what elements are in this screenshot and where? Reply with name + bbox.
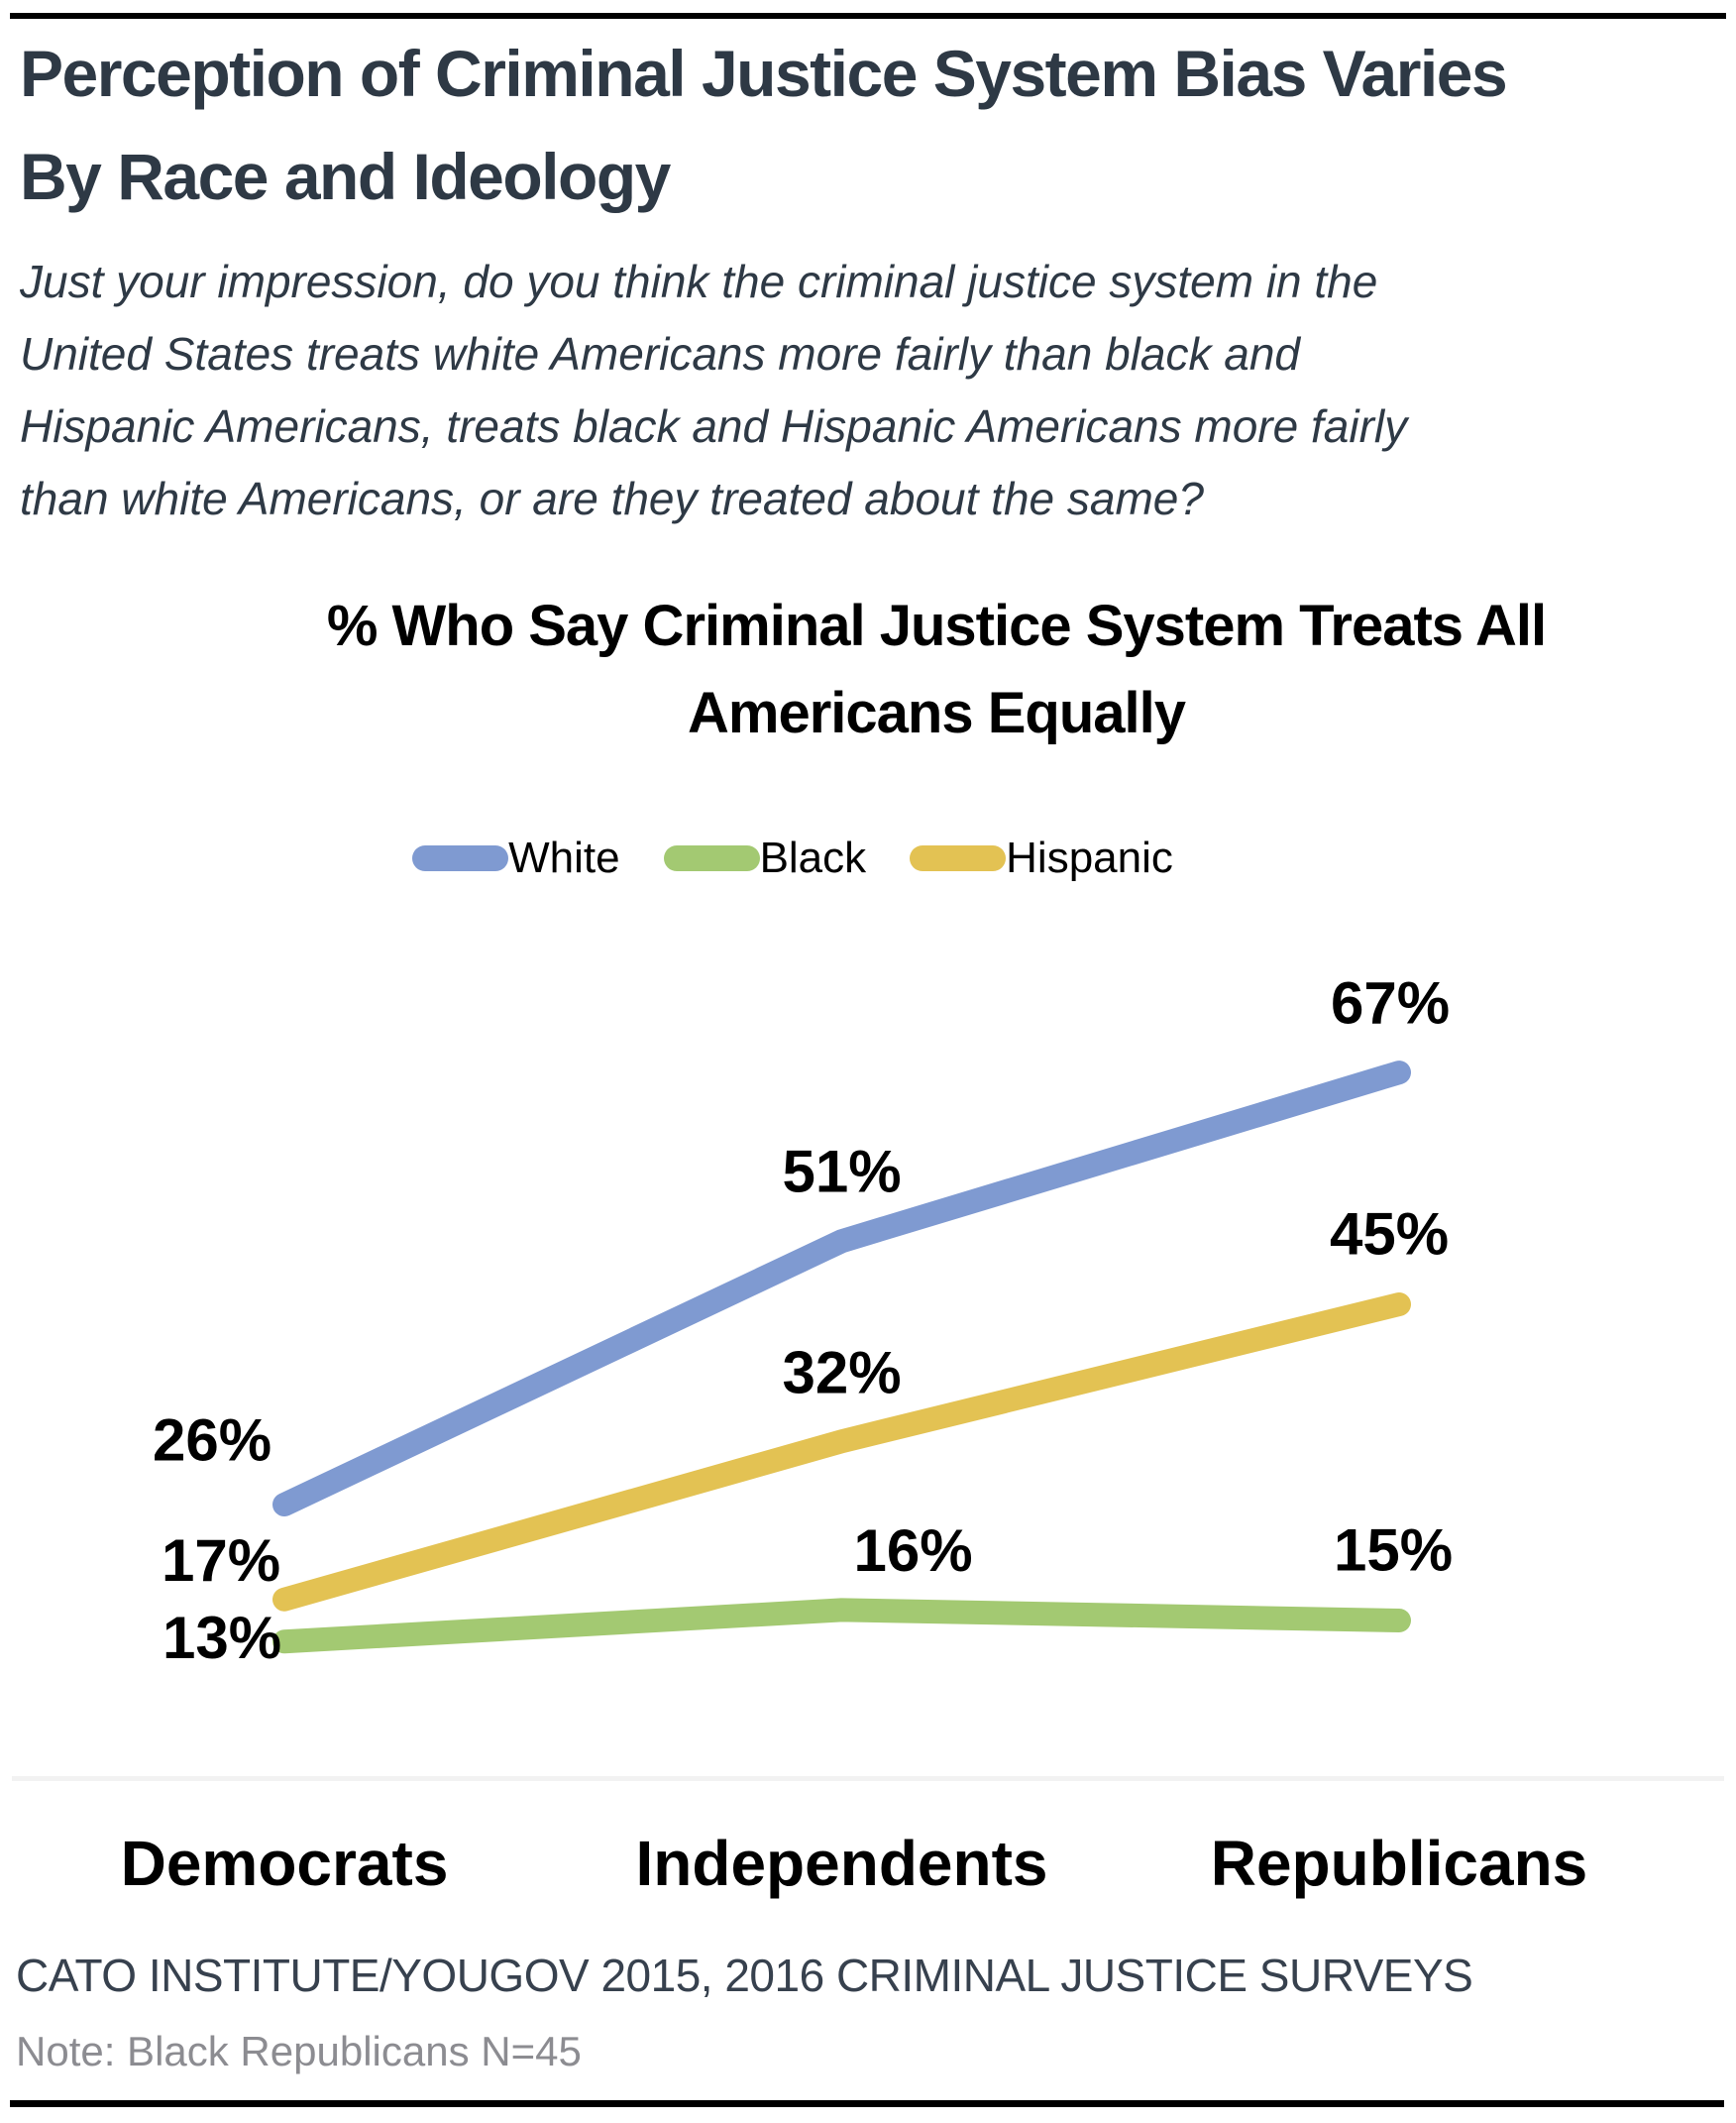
- chart-title: % Who Say Criminal Justice System Treats…: [326, 594, 1547, 745]
- value-label-hispanic-2: 45%: [1330, 1201, 1449, 1268]
- line-hispanic: [272, 1292, 1411, 1612]
- footnote: Note: Black Republicans N=45: [16, 2028, 582, 2074]
- line-white: [272, 1061, 1411, 1517]
- line-black: [272, 1598, 1411, 1654]
- value-label-black-2: 15%: [1334, 1517, 1453, 1584]
- source-attribution: CATO INSTITUTE/YOUGOV 2015, 2016 CRIMINA…: [16, 1950, 1473, 2001]
- chart-legend: White Black Hispanic: [0, 831, 1585, 886]
- value-label-black-1: 16%: [853, 1517, 972, 1584]
- value-label-hispanic-0: 17%: [162, 1527, 280, 1594]
- value-label-white-0: 26%: [153, 1407, 271, 1474]
- value-label-white-1: 51%: [782, 1139, 901, 1205]
- legend-item-white: White: [412, 833, 620, 884]
- top-border-bar: [10, 13, 1726, 19]
- value-label-black-0: 13%: [163, 1605, 281, 1671]
- x-axis-label-republicans: Republicans: [1211, 1828, 1588, 1899]
- legend-label-hispanic: Hispanic: [1006, 834, 1173, 882]
- page-title: Perception of Criminal Justice System Bi…: [20, 37, 1508, 213]
- legend-label-black: Black: [759, 834, 867, 882]
- survey-question-text: Just your impression, do you think the c…: [20, 256, 1408, 524]
- value-label-white-2: 67%: [1331, 970, 1450, 1037]
- x-axis-label-independents: Independents: [635, 1828, 1047, 1899]
- bottom-border-bar: [10, 2100, 1724, 2107]
- hispanic-series-swatch-icon: [910, 845, 1007, 871]
- legend-item-black: Black: [663, 833, 867, 884]
- legend-label-white: White: [508, 834, 620, 882]
- x-axis-label-democrats: Democrats: [121, 1828, 449, 1899]
- white-series-swatch-icon: [412, 845, 509, 871]
- value-label-hispanic-1: 32%: [782, 1340, 901, 1406]
- x-axis-line: [12, 1776, 1724, 1781]
- legend-item-hispanic: Hispanic: [910, 833, 1173, 884]
- black-series-swatch-icon: [663, 845, 760, 871]
